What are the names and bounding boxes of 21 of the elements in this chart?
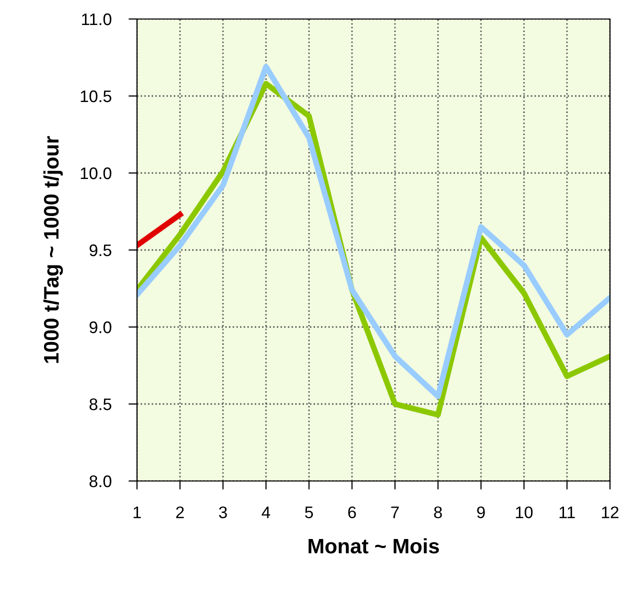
y-tick-label: 11.0 <box>82 13 112 26</box>
x-axis-title: Monat ~ Mois <box>308 538 439 554</box>
y-tick-label: 8.0 <box>90 475 112 488</box>
x-tick-label: 12 <box>602 506 618 518</box>
y-tick-label: 9.0 <box>90 321 112 334</box>
x-tick-label: 2 <box>176 506 184 518</box>
y-tick-label: 10.0 <box>80 167 112 180</box>
x-tick-label: 4 <box>262 506 270 518</box>
x-tick-label: 10 <box>516 506 533 518</box>
y-tick-label: 8.5 <box>90 398 112 410</box>
x-tick-label: 8 <box>434 506 442 518</box>
x-tick-label: 1 <box>134 506 141 518</box>
y-axis-title: 1000 t/Tag ~ 1000 t/jour <box>43 136 63 363</box>
y-tick-label: 9.5 <box>90 244 112 256</box>
y-tick-label: 10.5 <box>80 90 112 102</box>
x-tick-label: 9 <box>477 506 485 518</box>
x-tick-label: 11 <box>560 506 575 518</box>
x-tick-label: 5 <box>305 506 313 518</box>
x-tick-label: 7 <box>391 506 399 518</box>
x-tick-label: 3 <box>219 506 227 518</box>
x-tick-label: 6 <box>348 506 356 518</box>
